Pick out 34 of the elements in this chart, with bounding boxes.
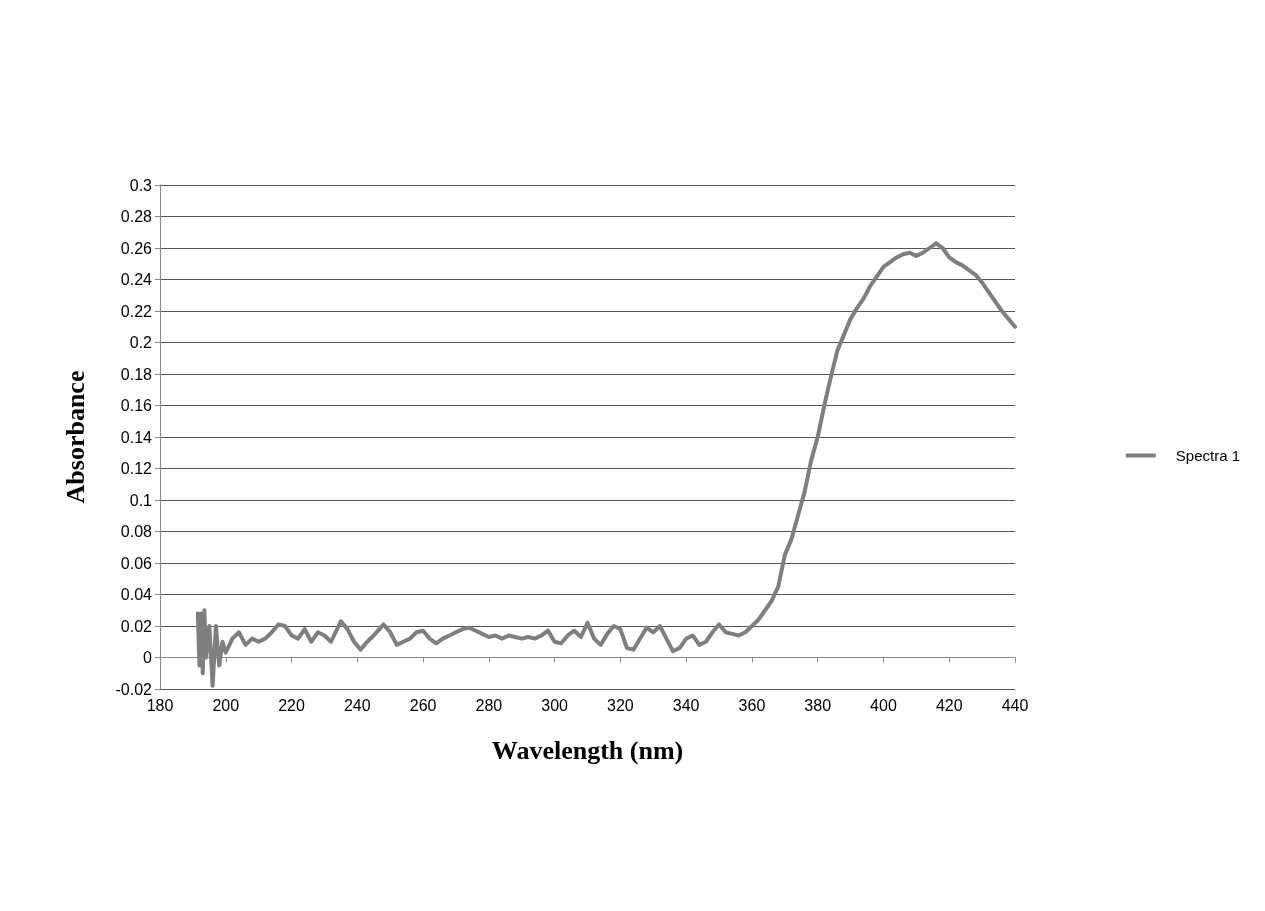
x-tick-label: 220 bbox=[278, 696, 305, 714]
x-tick-label: 320 bbox=[607, 696, 634, 714]
y-tick-label: 0.18 bbox=[120, 365, 153, 383]
legend-label: Spectra 1 bbox=[1175, 447, 1241, 464]
x-axis-title: Wavelength (nm) bbox=[491, 735, 684, 765]
x-tick-label: 400 bbox=[870, 696, 897, 714]
y-tick-label: -0.02 bbox=[115, 680, 153, 698]
y-tick-label: 0.14 bbox=[120, 428, 153, 446]
y-tick-label: 0.04 bbox=[120, 586, 153, 603]
x-tick-label: 380 bbox=[804, 696, 832, 714]
x-tick-label: 240 bbox=[343, 696, 371, 714]
y-tick-label: 0.22 bbox=[120, 302, 153, 320]
y-axis-title: Absorbance bbox=[60, 370, 90, 504]
y-tick-label: 0.06 bbox=[120, 554, 153, 572]
y-tick-label: 0.3 bbox=[129, 176, 153, 194]
x-tick-label: 200 bbox=[212, 696, 240, 714]
y-tick-label: 0.02 bbox=[120, 617, 153, 635]
x-tick-label: 420 bbox=[935, 696, 963, 714]
x-tick-label: 180 bbox=[146, 696, 174, 714]
y-tick-label: 0.28 bbox=[120, 208, 153, 225]
x-tick-label: 360 bbox=[738, 696, 766, 714]
y-tick-label: 0.08 bbox=[120, 523, 153, 540]
x-tick-label: 260 bbox=[409, 696, 437, 714]
y-tick-label: 0.26 bbox=[120, 239, 153, 257]
x-tick-label: 300 bbox=[541, 696, 569, 714]
y-tick-label: 0.12 bbox=[120, 460, 153, 477]
y-tick-label: 0.1 bbox=[129, 491, 153, 509]
y-tick-label: 0.16 bbox=[120, 397, 153, 414]
x-tick-label: 340 bbox=[672, 696, 700, 714]
y-tick-label: 0.24 bbox=[120, 271, 153, 288]
y-tick-label: 0 bbox=[143, 649, 153, 666]
y-tick-label: 0.2 bbox=[129, 334, 153, 351]
x-tick-label: 280 bbox=[475, 696, 503, 714]
x-tick-label: 440 bbox=[1001, 696, 1029, 714]
